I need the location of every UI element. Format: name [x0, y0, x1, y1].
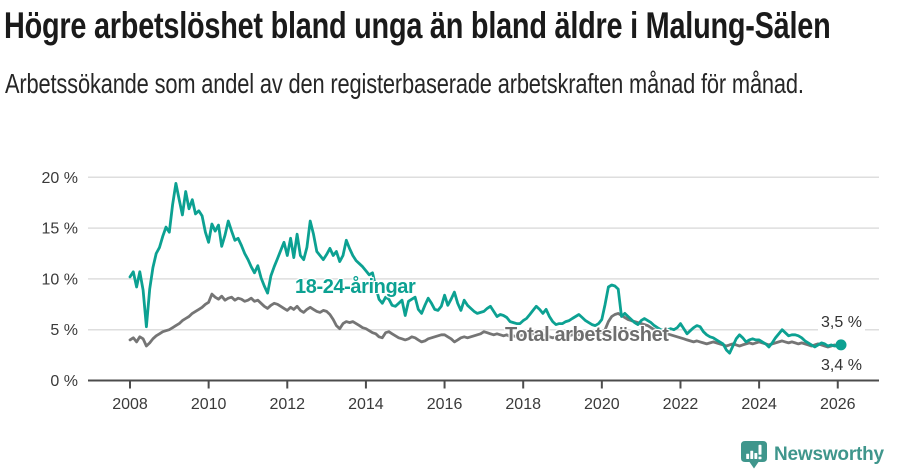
gridlines: 0 % 5 % 10 % 15 % 20 % — [42, 170, 879, 390]
chart-subtitle: Arbetssökande som andel av den registerb… — [5, 68, 804, 99]
line-Total arbetslöshet — [128, 292, 843, 349]
x-tick-label: 2026 — [820, 396, 856, 413]
x-tick-label: 2024 — [741, 396, 777, 413]
newsworthy-logo-icon — [741, 441, 767, 469]
x-tick-label: 2020 — [584, 396, 620, 413]
series-label-young: 18-24-åringar — [295, 276, 416, 298]
x-tick-label: 2014 — [348, 396, 384, 413]
y-tick-label: 20 % — [42, 170, 78, 187]
page-title: Högre arbetslöshet bland unga än bland ä… — [4, 5, 831, 46]
x-tick-label: 2016 — [427, 396, 463, 413]
x-tick-label: 2022 — [663, 396, 699, 413]
x-tick-label: 2018 — [505, 396, 541, 413]
y-tick-label: 10 % — [42, 271, 78, 288]
y-tick-label: 15 % — [42, 221, 78, 238]
line-18-24-åringar — [128, 181, 843, 355]
y-tick-label: 5 % — [50, 322, 78, 339]
series-label-total: Total arbetslöshet — [505, 324, 669, 346]
x-tick-label: 2010 — [191, 396, 227, 413]
x-axis: 2008 2010 2012 2014 2016 2018 2020 2022 2024 2026 — [88, 379, 879, 413]
end-value-label-young: 3,5 % — [818, 314, 865, 332]
x-tick-label: 2012 — [269, 396, 305, 413]
x-tick-label: 2008 — [112, 396, 148, 413]
series-lines — [128, 181, 847, 355]
end-value-label-total: 3,4 % — [818, 357, 865, 375]
y-tick-label: 0 % — [50, 373, 78, 390]
end-dot-18-24-åringar — [835, 339, 847, 351]
brand-name: Newsworthy — [774, 443, 884, 465]
brand-footer: Newsworthy — [740, 440, 884, 469]
